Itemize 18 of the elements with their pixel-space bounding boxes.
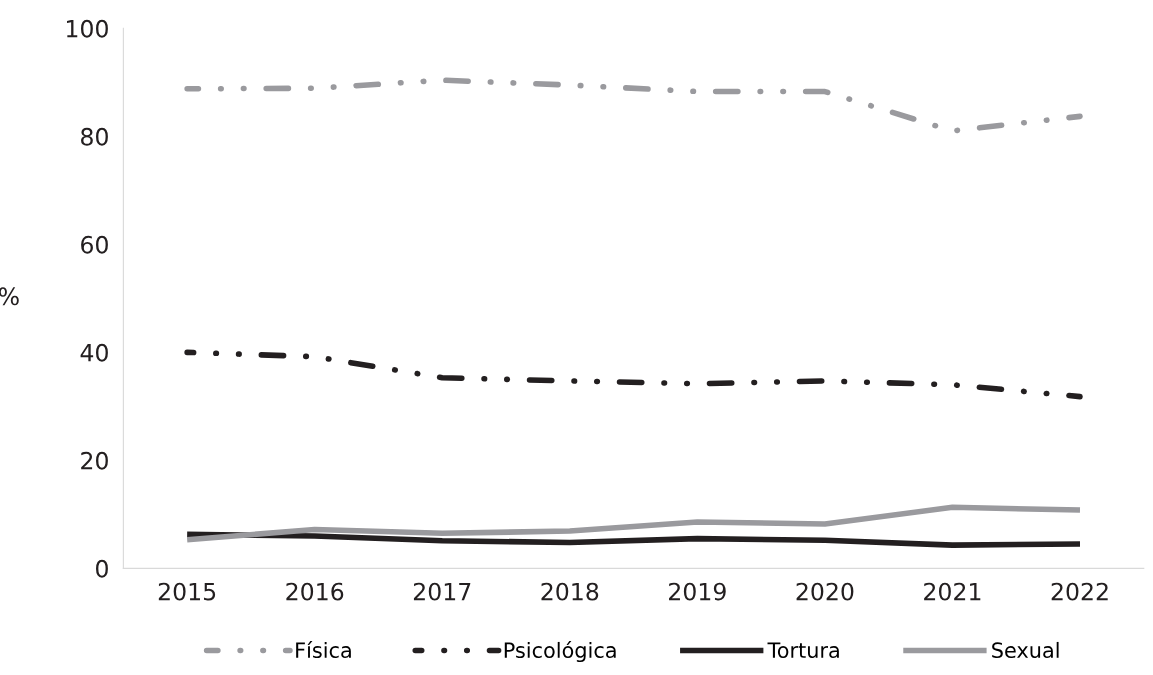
y-tick-label: 100 (67, 19, 108, 38)
x-tick-label: 2021 (924, 582, 981, 601)
legend-label: Sexual (992, 641, 1059, 659)
x-tick-label: 2018 (541, 582, 599, 601)
y-tick-label: 60 (81, 235, 108, 254)
x-tick-label: 2022 (1051, 582, 1108, 601)
x-tick-label: 2015 (158, 582, 216, 601)
legend-label: Psicológica (504, 641, 616, 663)
legend-label: Física (296, 641, 351, 659)
x-tick-label: 2016 (286, 582, 344, 601)
y-tick-label: 40 (80, 343, 108, 362)
y-tick-label: 0 (96, 559, 108, 578)
x-tick-label: 2017 (413, 582, 471, 601)
x-tick-label: 2019 (669, 582, 726, 601)
x-tick-label: 2020 (796, 582, 854, 601)
legend-label: Tortura (767, 642, 839, 659)
y-tick-label: 20 (81, 451, 108, 470)
y-tick-label: 80 (81, 127, 108, 146)
